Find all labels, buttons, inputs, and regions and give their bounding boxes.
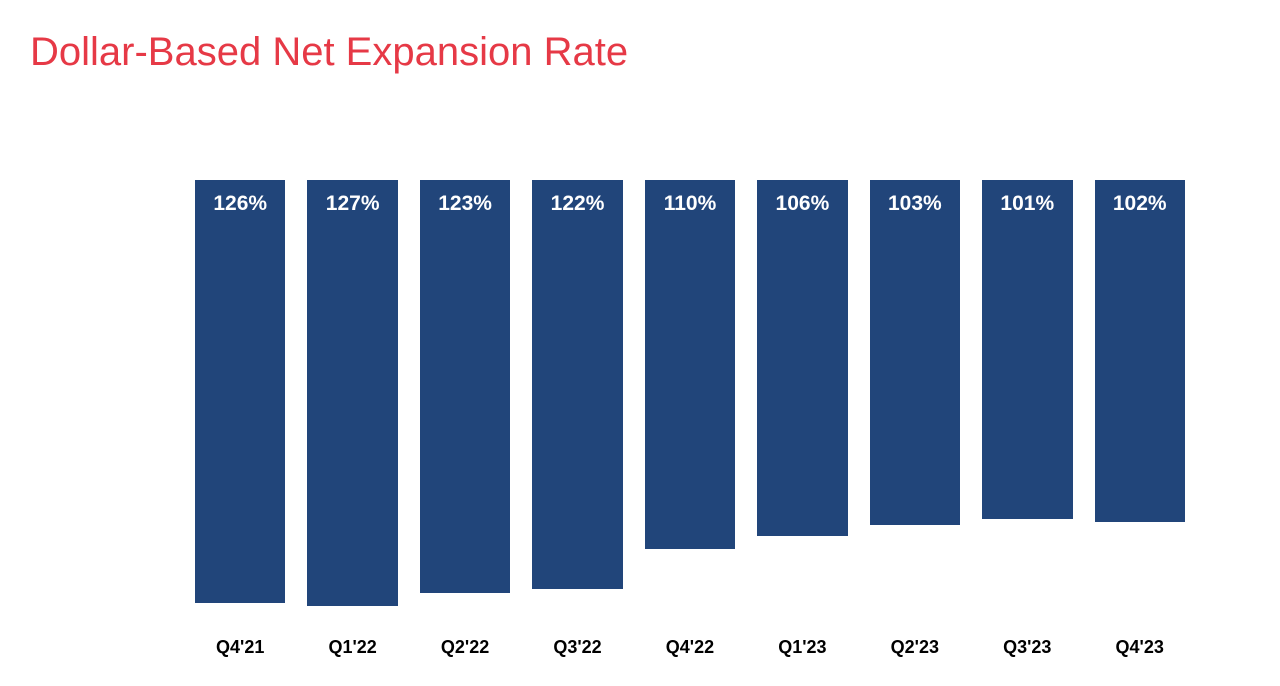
bar-wrapper: 102% [1095,180,1185,616]
bar: 127% [307,180,397,606]
bar-wrapper: 127% [307,180,397,616]
x-axis-label: Q3'22 [532,637,622,658]
x-axis-label: Q4'21 [195,637,285,658]
bar-value-label: 123% [438,192,492,216]
x-axis-label: Q4'22 [645,637,735,658]
x-axis-labels: Q4'21 Q1'22 Q2'22 Q3'22 Q4'22 Q1'23 Q2'2… [195,637,1185,658]
bar-wrapper: 101% [982,180,1072,616]
bar-wrapper: 103% [870,180,960,616]
bar: 101% [982,180,1072,519]
bar-value-label: 106% [776,192,830,216]
chart-plot-area: 126% 127% 123% 122% 110% 106% 103% 101% [195,180,1185,616]
bar: 106% [757,180,847,536]
bar-wrapper: 126% [195,180,285,616]
x-axis-label: Q3'23 [982,637,1072,658]
bar-value-label: 127% [326,192,380,216]
bar-value-label: 102% [1113,192,1167,216]
bar-value-label: 110% [664,192,717,216]
bar-value-label: 103% [888,192,942,216]
x-axis-label: Q1'22 [307,637,397,658]
bar-wrapper: 123% [420,180,510,616]
bar-value-label: 126% [213,192,267,216]
bar-wrapper: 106% [757,180,847,616]
bar-wrapper: 110% [645,180,735,616]
bar: 122% [532,180,622,589]
bar-value-label: 122% [551,192,605,216]
chart-title: Dollar-Based Net Expansion Rate [30,30,628,75]
x-axis-label: Q2'22 [420,637,510,658]
bar: 103% [870,180,960,525]
bar: 123% [420,180,510,593]
bar-value-label: 101% [1000,192,1054,216]
bar: 102% [1095,180,1185,522]
x-axis-label: Q2'23 [870,637,960,658]
x-axis-label: Q1'23 [757,637,847,658]
bar: 110% [645,180,735,549]
x-axis-label: Q4'23 [1095,637,1185,658]
bar: 126% [195,180,285,603]
bar-wrapper: 122% [532,180,622,616]
